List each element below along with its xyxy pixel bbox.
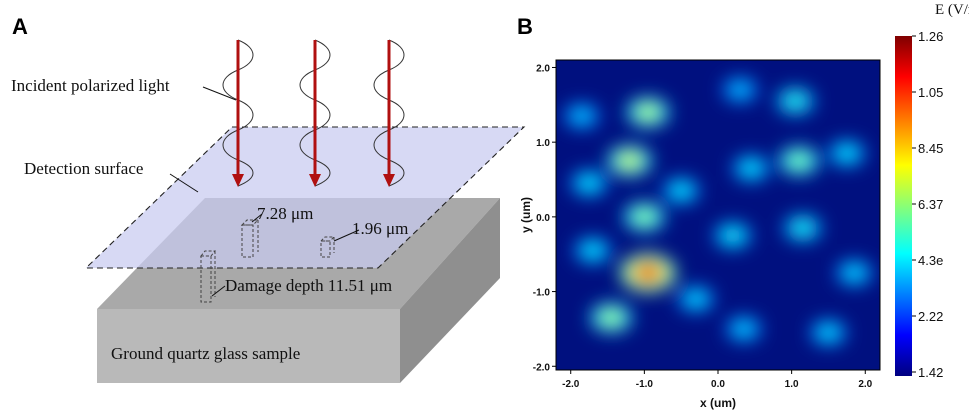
- colorbar-tick-label-4: 6.37: [918, 197, 943, 212]
- colorbar-title: E (V/m): [935, 2, 969, 18]
- colorbar-tick-label-3: 8.45: [918, 141, 943, 156]
- label-incident-light: Incident polarized light: [11, 76, 170, 95]
- x-tick-label-2: -1.0: [636, 379, 654, 390]
- x-tick-label-5: 2.0: [858, 379, 872, 390]
- hotspot-15-layer-4: [850, 270, 859, 276]
- label-sample: Ground quartz glass sample: [111, 344, 300, 363]
- panel-b-letter: B: [517, 14, 533, 39]
- y-tick-label-3: 0.0: [536, 213, 550, 224]
- hotspot-19-layer-4: [736, 87, 744, 93]
- heatmap-plot: [556, 60, 880, 370]
- arrow-3-head: [383, 174, 395, 187]
- heatmap-hotspots: [564, 77, 873, 346]
- wave-1: [222, 39, 254, 187]
- x-axis-label: x (um): [700, 396, 736, 410]
- panel-a: A: [11, 14, 526, 383]
- hotspot-6-layer-4: [794, 157, 804, 164]
- y-axis-ticks: 2.0 1.0 0.0 -1.0 -2.0: [533, 63, 556, 373]
- hotspot-13-layer-4: [588, 247, 597, 254]
- label-detection-surface: Detection surface: [24, 159, 143, 178]
- block-right-face: [400, 198, 500, 383]
- label-size-small: 1.96 μm: [352, 219, 408, 238]
- hotspot-14-layer-4: [842, 150, 851, 157]
- panel-b: B -2.0 -1.0 0.0 1.0 2.0 2.0 1.0 0.0 -1.0 -2.0 x …: [517, 2, 969, 410]
- defect-markers: [199, 219, 336, 303]
- x-tick-label-3: 0.0: [711, 379, 725, 390]
- detection-surface-plane: [84, 126, 526, 269]
- hotspot-7-layer-4: [791, 98, 800, 104]
- incident-light-beams: [222, 39, 405, 187]
- hotspot-1-layer-4: [641, 268, 655, 278]
- hotspot-10-layer-4: [728, 232, 737, 239]
- hotspot-5-layer-4: [606, 314, 616, 321]
- colorbar-tick-label-7: 1.42: [918, 365, 943, 380]
- hotspot-11-layer-4: [677, 187, 686, 194]
- hotspot-12-layer-4: [585, 180, 594, 187]
- colorbar-tick-label-6: 2.22: [918, 309, 943, 324]
- wave-2: [299, 39, 331, 187]
- label-damage-depth: Damage depth 11.51 μm: [225, 276, 392, 295]
- hotspot-17-layer-4: [739, 326, 748, 332]
- label-size-large: 7.28 μm: [257, 204, 313, 223]
- arrow-1-head: [232, 174, 244, 187]
- leader-lines: [169, 86, 360, 297]
- hotspot-2-layer-4: [643, 109, 653, 116]
- hotspot-9-layer-4: [747, 165, 756, 172]
- x-tick-label-4: 1.0: [785, 379, 799, 390]
- hotspot-3-layer-4: [624, 157, 635, 165]
- x-axis-ticks: -2.0 -1.0 0.0 1.0 2.0: [562, 370, 873, 390]
- hotspot-16-layer-4: [824, 329, 833, 336]
- x-tick-label-1: -2.0: [562, 379, 580, 390]
- defect-pillar-small: [320, 240, 331, 258]
- hotspot-20-layer-4: [577, 113, 586, 119]
- arrow-2-head: [309, 174, 321, 187]
- y-tick-label-4: -1.0: [533, 288, 551, 299]
- hotspot-8-layer-4: [798, 225, 807, 231]
- colorbar-ticks: 1.26 1.05 8.45 6.37 4.3e 2.22 1.42: [912, 29, 943, 380]
- y-axis-label: y (um): [519, 197, 533, 233]
- colorbar-tick-label-5: 4.3e: [918, 253, 943, 268]
- colorbar-tick-label-1: 1.26: [918, 29, 943, 44]
- colorbar-tick-label-2: 1.05: [918, 85, 943, 100]
- colorbar-gradient: [895, 36, 912, 376]
- y-tick-label-5: -2.0: [533, 362, 551, 373]
- hotspot-4-layer-4: [639, 213, 649, 221]
- wave-3: [373, 39, 405, 187]
- y-tick-label-1: 2.0: [536, 63, 550, 74]
- hotspot-18-layer-4: [691, 296, 700, 302]
- block-front-face: [97, 309, 400, 383]
- y-tick-label-2: 1.0: [536, 138, 550, 149]
- panel-a-letter: A: [12, 14, 28, 39]
- colorbar: E (V/m) 1.26 1.05 8.45 6.37 4.3e 2.22 1.42: [895, 2, 969, 380]
